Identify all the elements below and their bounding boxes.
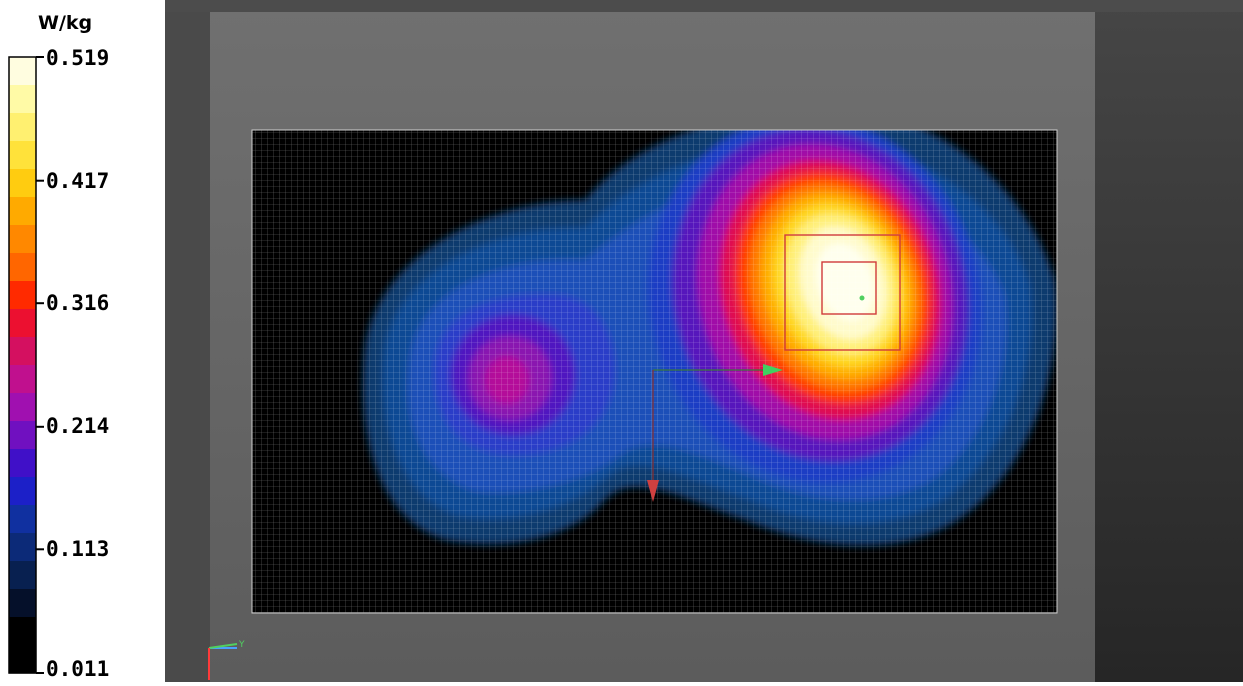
color-scale-legend: W/kg 0.519 0.417 0.316 0.214 0.113 0.011 <box>0 0 165 682</box>
color-band <box>9 533 36 562</box>
legend-tick-4: 0.113 <box>46 537 109 561</box>
zoom-scan-volume <box>784 234 901 351</box>
color-band <box>9 113 36 142</box>
color-band <box>9 561 36 590</box>
color-band <box>9 141 36 170</box>
color-band <box>9 421 36 450</box>
color-band <box>9 309 36 338</box>
legend-tick-0: 0.519 <box>46 46 109 70</box>
probe-x-arrow-icon <box>763 364 783 376</box>
color-band <box>9 393 36 422</box>
triad-y-label: Y <box>238 640 245 650</box>
color-band <box>9 225 36 254</box>
color-band <box>9 645 36 674</box>
legend-tick-5: 0.011 <box>46 657 109 681</box>
color-scale-bar: 0.519 0.417 0.316 0.214 0.113 0.011 <box>8 46 109 681</box>
color-band <box>9 589 36 618</box>
color-band <box>9 337 36 366</box>
legend-tick-2: 0.316 <box>46 291 109 315</box>
color-band <box>9 253 36 282</box>
color-band <box>9 281 36 310</box>
color-band <box>9 505 36 534</box>
color-band <box>9 169 36 198</box>
zoom-scan-inner-box <box>821 261 877 315</box>
sar-3d-view[interactable]: Y <box>165 0 1243 682</box>
sar-heatmap <box>251 129 1058 614</box>
color-band <box>9 477 36 506</box>
measurement-grid <box>252 130 1057 613</box>
color-band <box>9 85 36 114</box>
legend-tick-1: 0.417 <box>46 169 109 193</box>
color-band <box>9 617 36 646</box>
color-band <box>9 57 36 86</box>
color-band <box>9 365 36 394</box>
legend-tick-3: 0.214 <box>46 414 109 438</box>
color-band <box>9 449 36 478</box>
orientation-triad: Y <box>208 640 245 680</box>
probe-axes <box>647 364 783 502</box>
sar-plot: Y <box>165 0 1243 682</box>
legend-unit: W/kg <box>38 12 93 34</box>
zoom-scan-outer-box <box>784 234 901 351</box>
peak-marker <box>859 295 865 301</box>
color-band <box>9 197 36 226</box>
probe-y-arrow-icon <box>647 480 659 502</box>
